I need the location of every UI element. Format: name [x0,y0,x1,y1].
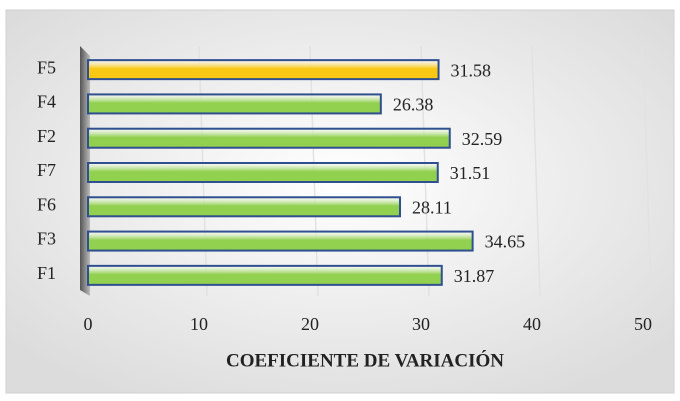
y-tick-label: F3 [37,229,56,249]
bar [87,127,451,149]
data-label: 26.38 [393,95,434,115]
bar [87,264,443,286]
bar [87,59,440,81]
x-tick-label: 50 [634,314,652,334]
grid-line [531,45,541,297]
x-tick-label: 40 [523,314,541,334]
bar [87,196,402,218]
data-label: 28.11 [412,197,452,217]
x-tick-label: 0 [84,314,93,334]
bar [87,93,382,115]
x-axis-title: COEFICIENTE DE VARIACIÓN [226,349,504,371]
grid-line [642,45,652,297]
y-tick-label: F1 [37,263,56,283]
data-label: 32.59 [462,129,503,149]
y-tick-label: F4 [37,92,56,112]
y-tick-label: F7 [37,160,56,180]
data-label: 31.87 [454,266,495,286]
x-tick-label: 20 [301,314,319,334]
y-tick-label: F5 [37,57,56,77]
x-tick-label: 10 [190,314,208,334]
y-tick-label: F2 [37,126,56,146]
x-tick-label: 30 [412,314,430,334]
y-tick-label: F6 [37,194,56,214]
bar [87,230,474,252]
data-label: 34.65 [485,232,526,252]
data-label: 31.51 [450,163,491,183]
bar [87,162,439,183]
data-label: 31.58 [451,60,492,80]
